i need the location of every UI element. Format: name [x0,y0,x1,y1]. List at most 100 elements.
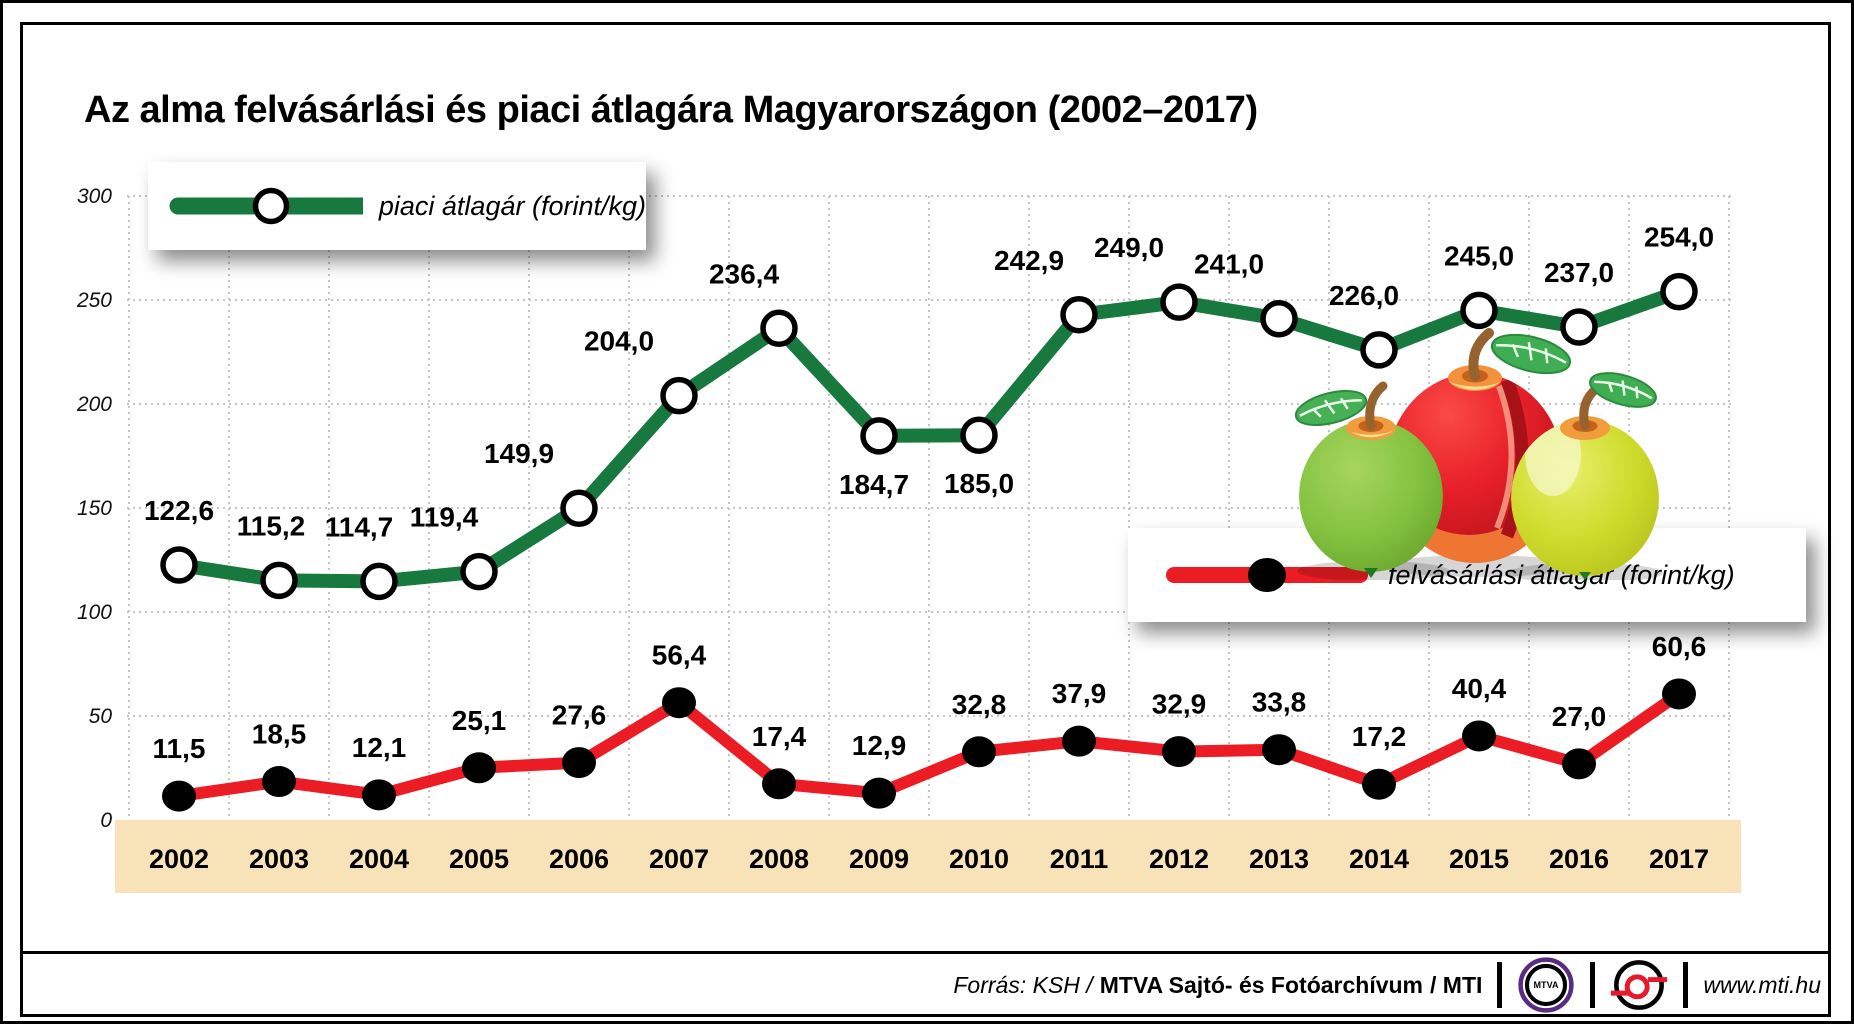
data-point-open [1160,283,1198,321]
data-point-open [760,309,798,348]
data-label: 184,7 [839,469,909,500]
green-line-marker-icon [169,187,363,225]
apple-leaf [1589,372,1657,408]
data-point-filled [762,768,796,800]
data-label: 32,8 [952,689,1007,720]
apple-stem [1468,328,1494,381]
mtva-logo-icon: MTVA [1518,957,1575,1013]
y-axis-tick: 150 [77,497,112,520]
x-axis-year: 2010 [949,844,1009,874]
data-point-filled [262,766,296,798]
data-point-filled [362,779,396,811]
red-line-marker-icon [1166,558,1368,592]
data-point-open [960,416,998,454]
footer-separator [23,951,1831,954]
apple-leaf [1294,390,1368,426]
data-label: 56,4 [652,640,707,671]
data-point-filled [462,752,496,784]
x-axis-year: 2003 [249,844,309,874]
source-credits: Forrás: KSH / MTVA Sajtó- és Fotóarchívu… [953,972,1482,999]
data-label: 245,0 [1444,240,1514,271]
data-point-open [460,552,498,591]
x-axis-year: 2016 [1549,844,1609,874]
data-label: 60,6 [1652,631,1707,662]
legend-piaci-label: piaci átlagár (forint/kg) [378,190,646,221]
data-point-filled [162,780,196,812]
data-label: 25,1 [452,705,507,736]
data-point-open [1060,296,1098,334]
data-point-open [1660,272,1698,311]
data-point-open [160,546,198,584]
data-label: 237,0 [1544,257,1614,288]
yellow-apple-icon [1511,372,1659,580]
data-label: 241,0 [1194,249,1264,280]
data-label: 204,0 [584,326,654,357]
y-axis-tick: 0 [100,809,112,832]
x-axis-year: 2008 [749,844,809,874]
x-axis-year: 2011 [1050,844,1109,874]
data-label: 254,0 [1644,222,1714,253]
x-axis-year: 2002 [149,844,209,874]
mtva-logo-text: MTVA [1534,980,1559,990]
series-line [172,284,1686,589]
data-label: 249,0 [1094,232,1164,263]
separator-bar [1683,962,1689,1008]
data-point-filled [1262,734,1296,766]
website-link: www.mti.hu [1703,971,1821,998]
x-axis-year: 2006 [549,844,609,874]
data-point-open [360,562,398,601]
separator-bar [1497,962,1503,1008]
y-axis-tick: 250 [76,289,112,312]
data-label: 149,9 [484,438,554,469]
data-point-filled [1462,720,1496,752]
x-axis-year: 2014 [1349,844,1409,874]
data-point-open [660,376,698,415]
data-point-filled [662,687,696,719]
y-axis-tick: 300 [77,185,112,208]
series-line [173,687,1685,803]
apples-illustration [1294,328,1663,580]
x-axis-year: 2007 [649,844,709,874]
data-label: 11,5 [153,733,206,764]
x-axis-year: 2005 [449,844,509,874]
data-point-filled [1662,678,1696,710]
data-label: 40,4 [1452,673,1507,704]
data-point-filled [1062,725,1096,757]
data-point-filled [1562,748,1596,780]
x-axis-band [115,820,1741,893]
data-label: 185,0 [944,468,1014,499]
data-label: 12,9 [852,730,907,761]
data-point-open [860,417,898,455]
data-label: 17,4 [752,721,807,752]
x-axis-year: 2017 [1649,844,1709,874]
data-label: 115,2 [237,510,306,541]
mti-logo-icon [1611,960,1668,1010]
data-label: 236,4 [709,258,779,289]
data-point-open [1260,299,1298,338]
data-point-open [1360,331,1398,369]
data-label: 122,6 [144,495,214,526]
legend-piaci: piaci átlagár (forint/kg) [148,162,646,250]
data-label: 18,5 [252,719,307,750]
data-label: 12,1 [352,732,407,763]
data-label: 33,8 [1252,687,1307,718]
data-label: 27,0 [1552,701,1607,732]
data-label: 119,4 [410,502,479,533]
data-point-filled [1362,768,1396,800]
data-point-open [1560,308,1598,346]
y-axis-tick: 100 [77,601,112,624]
source-prefix: Forrás: KSH / [953,971,1093,998]
data-label: 37,9 [1052,678,1107,709]
series-felvasarlasi: 11,5 18,5 12,1 25,1 27,6 56,4 17,4 12,9 32,8 37,9… [153,631,1707,812]
x-axis-year: 2013 [1249,844,1309,874]
data-label: 32,9 [1152,689,1207,720]
x-axis-year: 2004 [349,844,409,874]
source-archive: MTVA Sajtó- és Fotóarchívum [1099,971,1424,998]
y-axis-tick: 200 [76,393,112,416]
data-label: 27,6 [552,700,607,731]
x-axis-year: 2015 [1449,844,1509,874]
data-label: 114,7 [325,511,394,542]
apple-stem [1365,381,1388,431]
apple-tip [1579,572,1591,580]
data-point-filled [562,747,596,779]
